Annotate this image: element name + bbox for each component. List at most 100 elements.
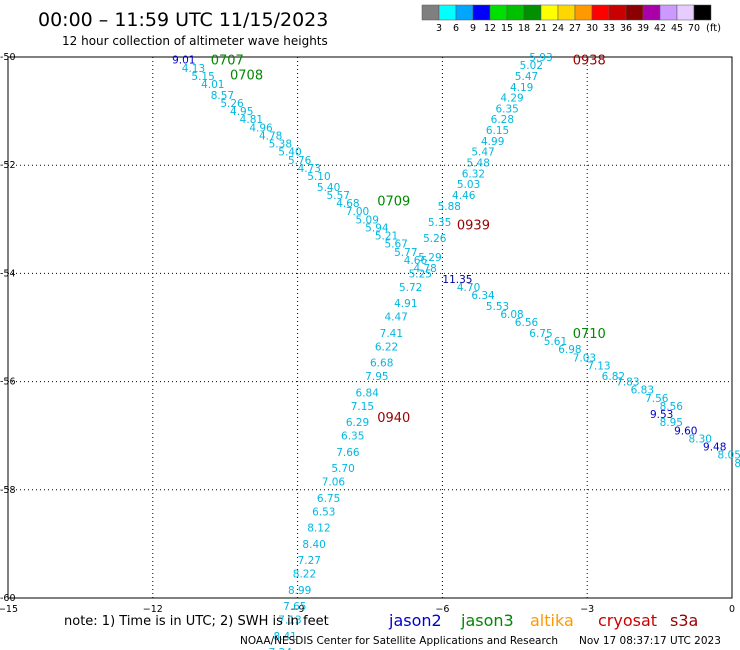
wave-height-value: 6.34 [471,290,495,302]
wave-height-value: 5.61 [544,336,567,348]
wave-height-value: 8.95 [660,417,683,429]
wave-height-value: 5.94 [365,222,389,234]
wave-height-value: 5.48 [467,157,490,169]
wave-height-value: 5.15 [191,71,214,83]
wave-height-value: 8.99 [288,585,311,597]
wave-height-value: 9.01 [172,55,195,67]
wave-height-value: 4.47 [384,312,407,324]
wave-height-value: 6.75 [529,328,552,340]
pass-time-label: 0939 [457,219,490,234]
color-scale-bar: 3 6 9 12 15 18 21 24 27 30 33 36 39 42 45 70 [421,4,712,34]
wave-height-value: 5.29 [418,252,441,264]
color-scale-label: 30 [586,23,598,34]
wave-height-value: 8.30 [689,433,712,445]
chart-subtitle: 12 hour collection of altimeter wave hei… [62,34,328,48]
wave-height-value: 4.96 [249,122,273,134]
wave-height-value: 4.68 [336,198,359,210]
wave-height-value: 5.93 [529,52,552,64]
wave-height-value: 8.12 [307,523,330,535]
color-swatch [676,4,695,21]
wave-height-value: 4.46 [452,190,476,202]
wave-height-value: 5.26 [423,233,447,245]
wave-height-value: 5.38 [269,139,292,151]
pass-time-label: 0709 [377,194,410,209]
x-tick-label: 0 [729,604,735,615]
wave-height-value: 8.82 [734,458,740,470]
wave-height-value: 5.03 [457,179,480,191]
footnote: note: 1) Time is in UTC; 2) SWH is in fe… [64,614,329,629]
plot-grid [8,57,732,598]
wave-height-value: 9.60 [674,425,697,437]
wave-height-value: 4.99 [481,136,504,148]
color-swatch [455,4,474,21]
color-swatch [540,4,559,21]
color-swatch [557,4,576,21]
legend-entry-jason3: jason3 [460,611,514,630]
wave-height-value: 5.21 [375,231,398,243]
y-tick-label: -58 [0,485,16,496]
wave-height-value: 9.48 [703,442,726,454]
wave-height-value: 7.65 [283,601,306,613]
wave-height-value: 6.22 [375,341,398,353]
x-tick-label: −6 [435,604,449,615]
color-scale-label: 33 [603,23,615,34]
color-swatch [591,4,610,21]
pass-time-label: 0707 [211,54,244,69]
y-tick-label: -60 [0,593,16,604]
wave-height-value: 6.15 [486,125,509,137]
wave-height-value: 4.73 [298,163,321,175]
pass-time-label: 0710 [573,327,606,342]
wave-height-value: 7.15 [351,401,374,413]
color-swatch [523,4,542,21]
wave-height-value: 5.77 [394,247,417,259]
wave-height-value: 5.67 [384,239,407,251]
color-swatch [472,4,491,21]
color-scale-label: 12 [484,23,496,34]
wave-height-value: 7.41 [380,328,403,340]
wave-height-value: 7.95 [365,371,388,383]
satellite-legend: jason2 jason3 altika cryosat s3a [388,611,698,630]
wave-height-value: 4.81 [240,114,263,126]
color-scale-label: 9 [470,23,476,34]
wave-height-value: 5.72 [399,282,422,294]
wave-height-value: 6.82 [602,371,625,383]
y-tick-label: -54 [0,268,16,279]
data-labels: 9.014.135.154.018.575.264.954.814.964.78… [172,52,740,650]
wave-height-value: 8.05 [718,450,740,462]
plot-frame [7,56,733,599]
wave-height-value: 4.29 [500,93,523,105]
color-swatch [574,4,593,21]
x-tick-label: −9 [291,604,305,615]
wave-height-value: 6.08 [500,309,523,321]
color-scale-label: 27 [569,23,581,34]
color-swatch [506,4,525,21]
wave-height-value: 4.13 [182,63,205,75]
color-scale-label: 70 [688,23,700,34]
color-swatch [438,4,457,21]
wave-height-value: 6.68 [370,358,393,370]
x-tick-label: −12 [143,604,163,615]
wave-height-value: 6.28 [491,114,514,126]
wave-height-value: 4.78 [413,263,436,275]
x-tick-label: −15 [0,604,18,615]
generated-timestamp: Nov 17 08:37:17 UTC 2023 [579,635,721,647]
wave-height-value: 9.53 [650,409,673,421]
wave-height-value: 5.10 [307,171,330,183]
pass-time-label: 0940 [377,411,410,426]
wave-height-value: 8.57 [211,90,234,102]
wave-height-value: 7.66 [336,447,360,459]
color-swatch [659,4,678,21]
color-swatch [608,4,627,21]
y-tick-label: -50 [0,52,16,63]
wave-height-value: 8.41 [273,631,296,643]
legend-entry-jason2: jason2 [388,611,442,630]
wave-height-value: 4.01 [201,79,224,91]
color-scale-label: 21 [535,23,547,34]
credit-line: NOAA/NESDIS Center for Satellite Applica… [240,635,558,647]
color-swatch [642,4,661,21]
wave-height-value: 8.56 [660,401,684,413]
wave-height-value: 4.66 [404,255,428,267]
wave-height-value: 6.98 [558,344,581,356]
wave-height-value: 5.26 [220,98,244,110]
